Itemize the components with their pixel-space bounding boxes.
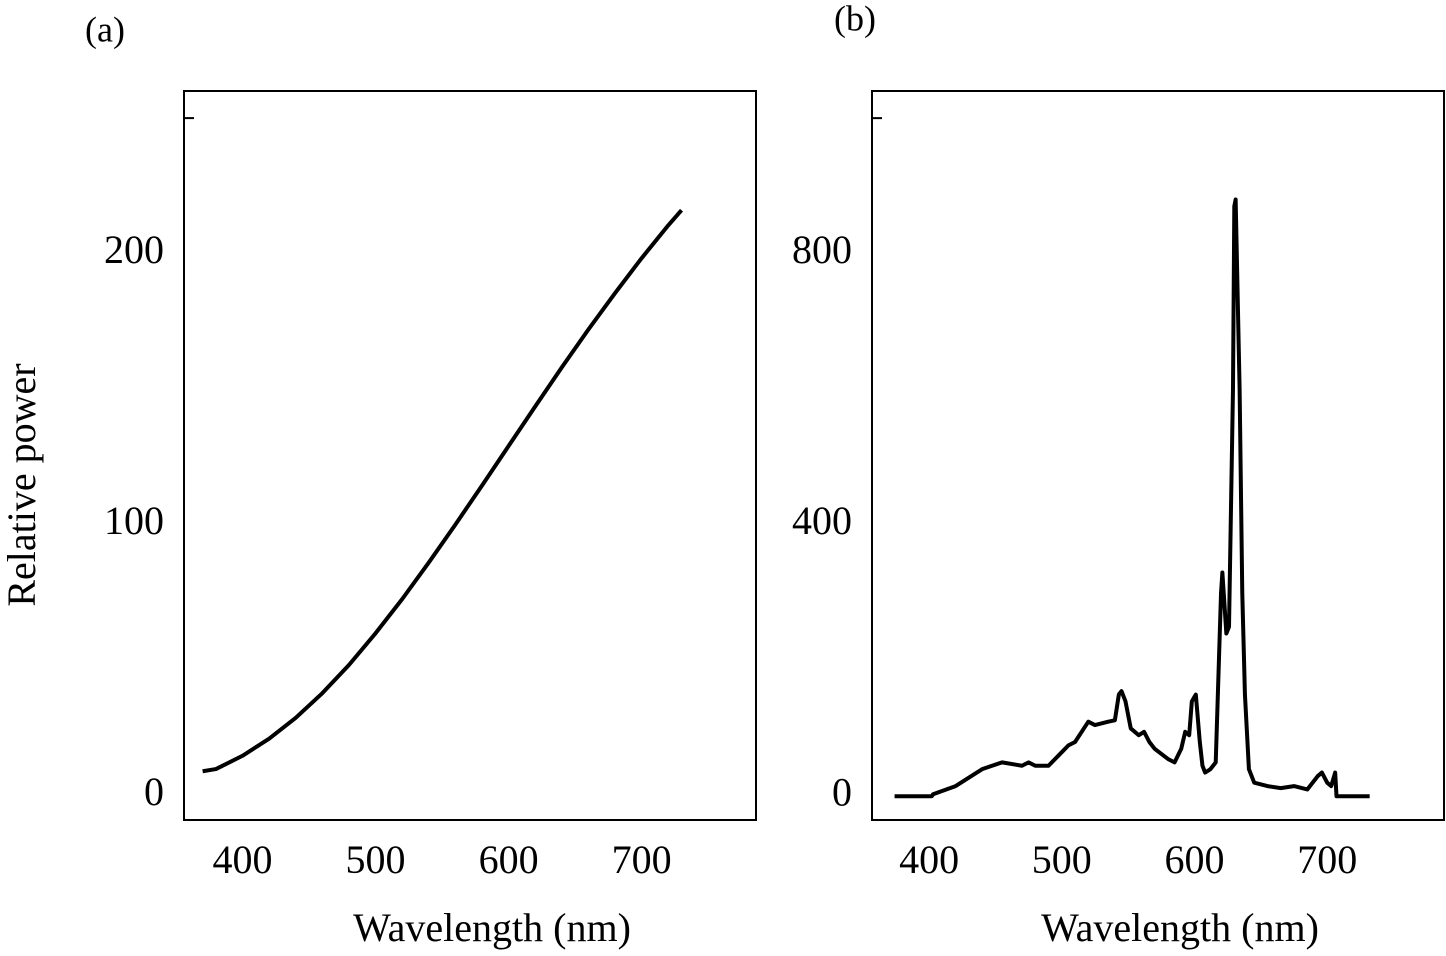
plot-frame xyxy=(183,90,757,821)
x-tick-label: 600 xyxy=(479,837,539,882)
x-tick-label: 700 xyxy=(1297,837,1357,882)
x-tick-label: 500 xyxy=(1032,837,1092,882)
x-tick-label: 600 xyxy=(1164,837,1224,882)
x-tick-label: 400 xyxy=(899,837,959,882)
y-tick-label: 200 xyxy=(104,227,164,272)
y-tick-label: 0 xyxy=(832,769,852,814)
x-tick-label: 500 xyxy=(346,837,406,882)
y-tick-label: 100 xyxy=(104,498,164,543)
panel-label: (b) xyxy=(834,0,876,38)
y-tick-label: 400 xyxy=(792,498,852,543)
plot-frame xyxy=(871,90,1445,821)
y-axis-label: Relative power xyxy=(0,363,44,606)
data-line xyxy=(202,208,684,774)
panel-label: (a) xyxy=(85,9,125,49)
x-axis-label: Wavelength (nm) xyxy=(353,905,631,950)
y-tick-label: 800 xyxy=(792,227,852,272)
x-tick-label: 700 xyxy=(612,837,672,882)
y-tick-label: 0 xyxy=(144,769,164,814)
data-line xyxy=(894,197,1370,799)
x-axis-label: Wavelength (nm) xyxy=(1041,905,1319,950)
x-tick-label: 400 xyxy=(213,837,273,882)
